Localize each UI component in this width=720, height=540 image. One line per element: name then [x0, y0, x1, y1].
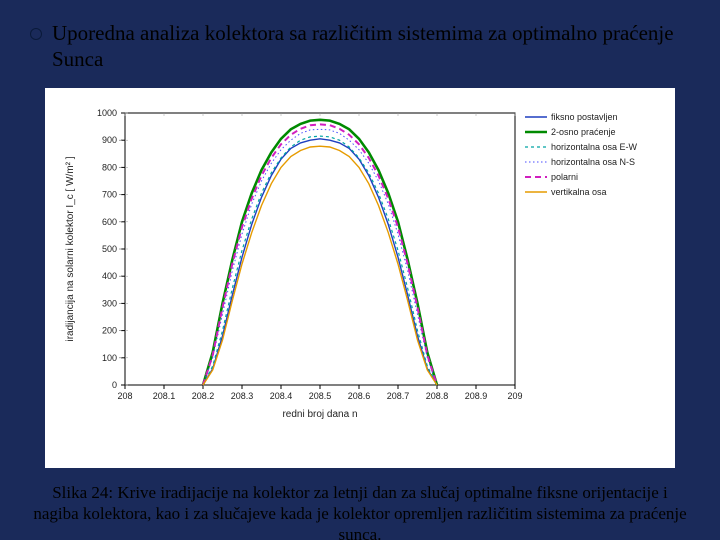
svg-text:fiksno postavljen: fiksno postavljen [551, 112, 618, 122]
irradiance-chart: 0 100 200 300 400 500 600 700 800 900 1000 208 208.1… [55, 103, 665, 423]
bullet-icon [30, 28, 42, 40]
figure-caption: Slika 24: Krive iradijacije na kolektor … [0, 468, 720, 540]
svg-text:208.9: 208.9 [465, 391, 488, 401]
svg-text:208.4: 208.4 [270, 391, 293, 401]
svg-text:100: 100 [102, 352, 117, 362]
svg-text:208.8: 208.8 [426, 391, 449, 401]
svg-text:208.1: 208.1 [153, 391, 176, 401]
svg-text:800: 800 [102, 162, 117, 172]
svg-text:iradijancija na solarni kolekt: iradijancija na solarni kolektor I_c [ W… [65, 156, 76, 341]
svg-text:1000: 1000 [97, 108, 117, 118]
svg-text:208.2: 208.2 [192, 391, 215, 401]
svg-text:208.7: 208.7 [387, 391, 410, 401]
svg-text:900: 900 [102, 135, 117, 145]
svg-text:redni broj dana n: redni broj dana n [282, 409, 357, 420]
svg-text:208.3: 208.3 [231, 391, 254, 401]
title-row: Uporedna analiza kolektora sa različitim… [0, 0, 720, 83]
svg-text:2-osno praćenje: 2-osno praćenje [551, 127, 616, 137]
svg-text:horizontalna osa N-S: horizontalna osa N-S [551, 157, 635, 167]
svg-text:400: 400 [102, 271, 117, 281]
slide-root: Uporedna analiza kolektora sa različitim… [0, 0, 720, 540]
chart-card: 0 100 200 300 400 500 600 700 800 900 1000 208 208.1… [45, 88, 675, 468]
svg-text:208.5: 208.5 [309, 391, 332, 401]
svg-text:300: 300 [102, 298, 117, 308]
svg-text:200: 200 [102, 325, 117, 335]
svg-text:600: 600 [102, 216, 117, 226]
svg-text:polarni: polarni [551, 172, 578, 182]
svg-text:horizontalna osa E-W: horizontalna osa E-W [551, 142, 638, 152]
svg-text:209: 209 [507, 391, 522, 401]
svg-text:700: 700 [102, 189, 117, 199]
svg-text:0: 0 [112, 380, 117, 390]
svg-text:500: 500 [102, 244, 117, 254]
slide-title: Uporedna analiza kolektora sa različitim… [52, 20, 680, 73]
svg-text:208.6: 208.6 [348, 391, 371, 401]
svg-text:208: 208 [117, 391, 132, 401]
svg-text:vertikalna osa: vertikalna osa [551, 187, 607, 197]
